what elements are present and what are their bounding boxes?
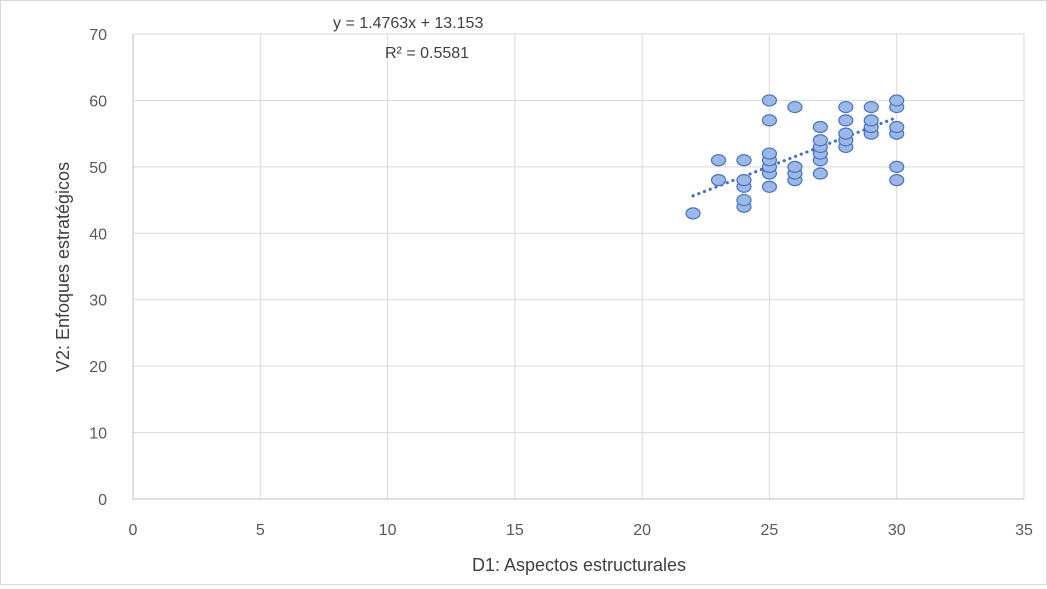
data-point [838,114,854,127]
x-tick-label: 10 [379,522,397,539]
gridlines [133,33,1025,499]
data-point [889,120,905,134]
data-point [889,160,905,173]
data-point [838,100,854,114]
data-point [812,167,828,180]
y-tick-label: 20 [89,359,107,376]
x-tick-label: 0 [129,522,138,539]
x-tick-label: 35 [1015,522,1033,539]
y-tick-label: 40 [89,226,107,243]
data-point [863,100,879,114]
data-point [787,160,803,173]
axes: 0 5 10 15 20 25 30 35 0 10 20 30 40 50 60 70 [89,27,1033,539]
data-point [761,114,778,127]
y-axis-title: V2: Enfoques estratégicos [53,162,73,372]
data-point [736,154,752,167]
data-point [838,127,854,140]
x-axis-title: D1: Aspectos estructurales [472,555,686,575]
y-tick-label: 70 [89,27,107,44]
data-point [761,94,778,107]
x-tick-label: 30 [888,522,906,539]
data-point [863,114,879,127]
data-point [710,154,727,167]
data-point [685,207,701,220]
data-point [736,174,752,187]
trendline-group [691,115,899,198]
data-point [787,100,803,114]
data-point [812,120,828,134]
data-points [685,94,905,220]
x-tick-label: 20 [633,522,651,539]
data-point [889,174,905,187]
y-tick-label: 60 [89,93,107,110]
y-tick-label: 0 [98,492,107,509]
data-point [761,147,778,160]
data-point [889,94,905,107]
y-tick-label: 30 [89,293,107,310]
x-tick-label: 15 [506,522,524,539]
y-tick-label: 50 [89,160,107,177]
trendline-r-squared: R² = 0.5581 [385,45,469,62]
data-point [710,174,727,187]
y-tick-label: 10 [89,426,107,443]
x-tick-label: 25 [761,522,779,539]
data-point [736,193,752,207]
x-tick-label: 5 [256,522,265,539]
labels: y = 1.4763x + 13.153 R² = 0.5581 D1: Asp… [53,15,686,575]
trendline [691,115,899,198]
data-point [761,180,778,193]
data-point [812,134,828,147]
trendline-equation: y = 1.4763x + 13.153 [333,15,483,32]
